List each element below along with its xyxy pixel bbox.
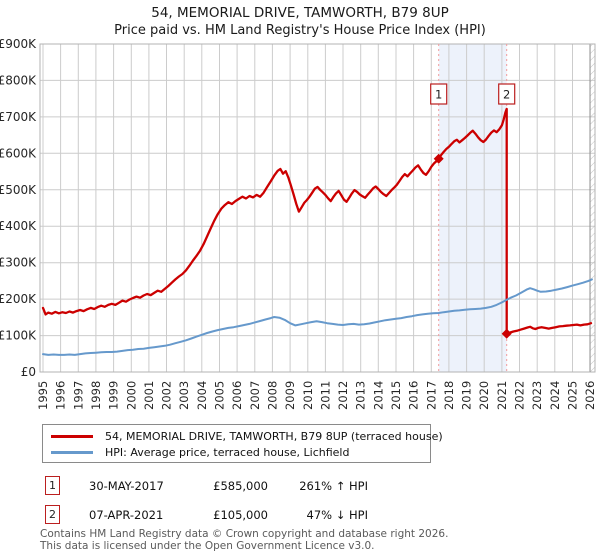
svg-text:2008: 2008	[265, 381, 279, 410]
svg-text:£900K: £900K	[0, 37, 37, 51]
svg-text:2002: 2002	[160, 381, 174, 410]
footer-line-copyright: Contains HM Land Registry data © Crown c…	[40, 528, 449, 540]
price-history-chart: £0 £100K £200K £300K £400K £500K £600K £700K £80…	[0, 37, 597, 410]
svg-text:2011: 2011	[318, 381, 332, 410]
legend-label-property: 54, MEMORIAL DRIVE, TAMWORTH, B79 8UP (t…	[105, 429, 443, 443]
sale-row-2: 2 07-APR-2021 £105,000 47% ↓ HPI	[45, 505, 368, 524]
svg-text:2009: 2009	[283, 381, 297, 410]
legend-item-hpi: HPI: Average price, terraced house, Lich…	[51, 444, 430, 460]
svg-text:2016: 2016	[407, 381, 421, 410]
legend-label-hpi: HPI: Average price, terraced house, Lich…	[105, 445, 350, 459]
svg-text:2004: 2004	[195, 381, 209, 410]
svg-text:2022: 2022	[513, 381, 527, 410]
svg-text:2020: 2020	[477, 381, 491, 410]
sale-1-hpi-delta: 261% ↑ HPI	[299, 478, 368, 493]
svg-text:£500K: £500K	[0, 183, 37, 197]
svg-text:2014: 2014	[371, 381, 385, 410]
sale-1-price: £585,000	[213, 478, 268, 493]
svg-text:2010: 2010	[301, 381, 315, 410]
page-subtitle: Price paid vs. HM Land Registry's House …	[114, 23, 486, 38]
sale-2-date: 07-APR-2021	[89, 507, 164, 522]
svg-text:2023: 2023	[530, 381, 544, 410]
svg-text:£0: £0	[21, 365, 36, 379]
svg-text:£300K: £300K	[0, 256, 37, 270]
svg-text:£400K: £400K	[0, 219, 37, 233]
svg-text:2015: 2015	[389, 381, 403, 410]
svg-text:£700K: £700K	[0, 110, 37, 124]
sale-row-1: 1 30-MAY-2017 £585,000 261% ↑ HPI	[45, 476, 368, 495]
svg-text:2021: 2021	[495, 381, 509, 410]
svg-text:1: 1	[435, 88, 442, 102]
svg-text:2024: 2024	[548, 381, 562, 410]
svg-text:2017: 2017	[424, 381, 438, 410]
svg-text:2026: 2026	[583, 381, 597, 410]
sale-1-date: 30-MAY-2017	[89, 478, 164, 493]
red-line-swatch	[51, 434, 93, 438]
svg-text:2006: 2006	[230, 381, 244, 410]
svg-text:1999: 1999	[107, 381, 121, 410]
svg-text:2018: 2018	[442, 381, 456, 410]
page-title: 54, MEMORIAL DRIVE, TAMWORTH, B79 8UP	[151, 5, 449, 21]
svg-text:£100K: £100K	[0, 329, 37, 343]
sale-2-price: £105,000	[213, 507, 268, 522]
svg-text:2019: 2019	[460, 381, 474, 410]
svg-text:2: 2	[503, 88, 510, 102]
svg-text:£200K: £200K	[0, 292, 37, 306]
sale-1-number-badge: 1	[45, 476, 60, 495]
svg-text:1996: 1996	[54, 381, 68, 410]
svg-text:2001: 2001	[142, 381, 156, 410]
license-footer: Contains HM Land Registry data © Crown c…	[40, 528, 448, 552]
legend-item-property: 54, MEMORIAL DRIVE, TAMWORTH, B79 8UP (t…	[51, 428, 443, 444]
svg-text:1995: 1995	[36, 381, 50, 410]
blue-line-swatch	[51, 450, 93, 454]
svg-text:2013: 2013	[354, 381, 368, 410]
svg-text:2003: 2003	[177, 381, 191, 410]
chart-legend: 54, MEMORIAL DRIVE, TAMWORTH, B79 8UP (t…	[42, 424, 443, 463]
svg-text:2025: 2025	[566, 381, 580, 410]
sale-2-number-badge: 2	[45, 505, 60, 524]
footer-line-licence: This data is licensed under the Open Gov…	[40, 540, 375, 552]
svg-text:2007: 2007	[248, 381, 262, 410]
svg-text:£600K: £600K	[0, 146, 37, 160]
svg-text:1997: 1997	[71, 381, 85, 410]
svg-text:2012: 2012	[336, 381, 350, 410]
sale-2-hpi-delta: 47% ↓ HPI	[306, 507, 368, 522]
svg-text:2000: 2000	[124, 381, 138, 410]
svg-text:2005: 2005	[213, 381, 227, 410]
svg-text:1998: 1998	[89, 381, 103, 410]
svg-text:£800K: £800K	[0, 73, 37, 87]
